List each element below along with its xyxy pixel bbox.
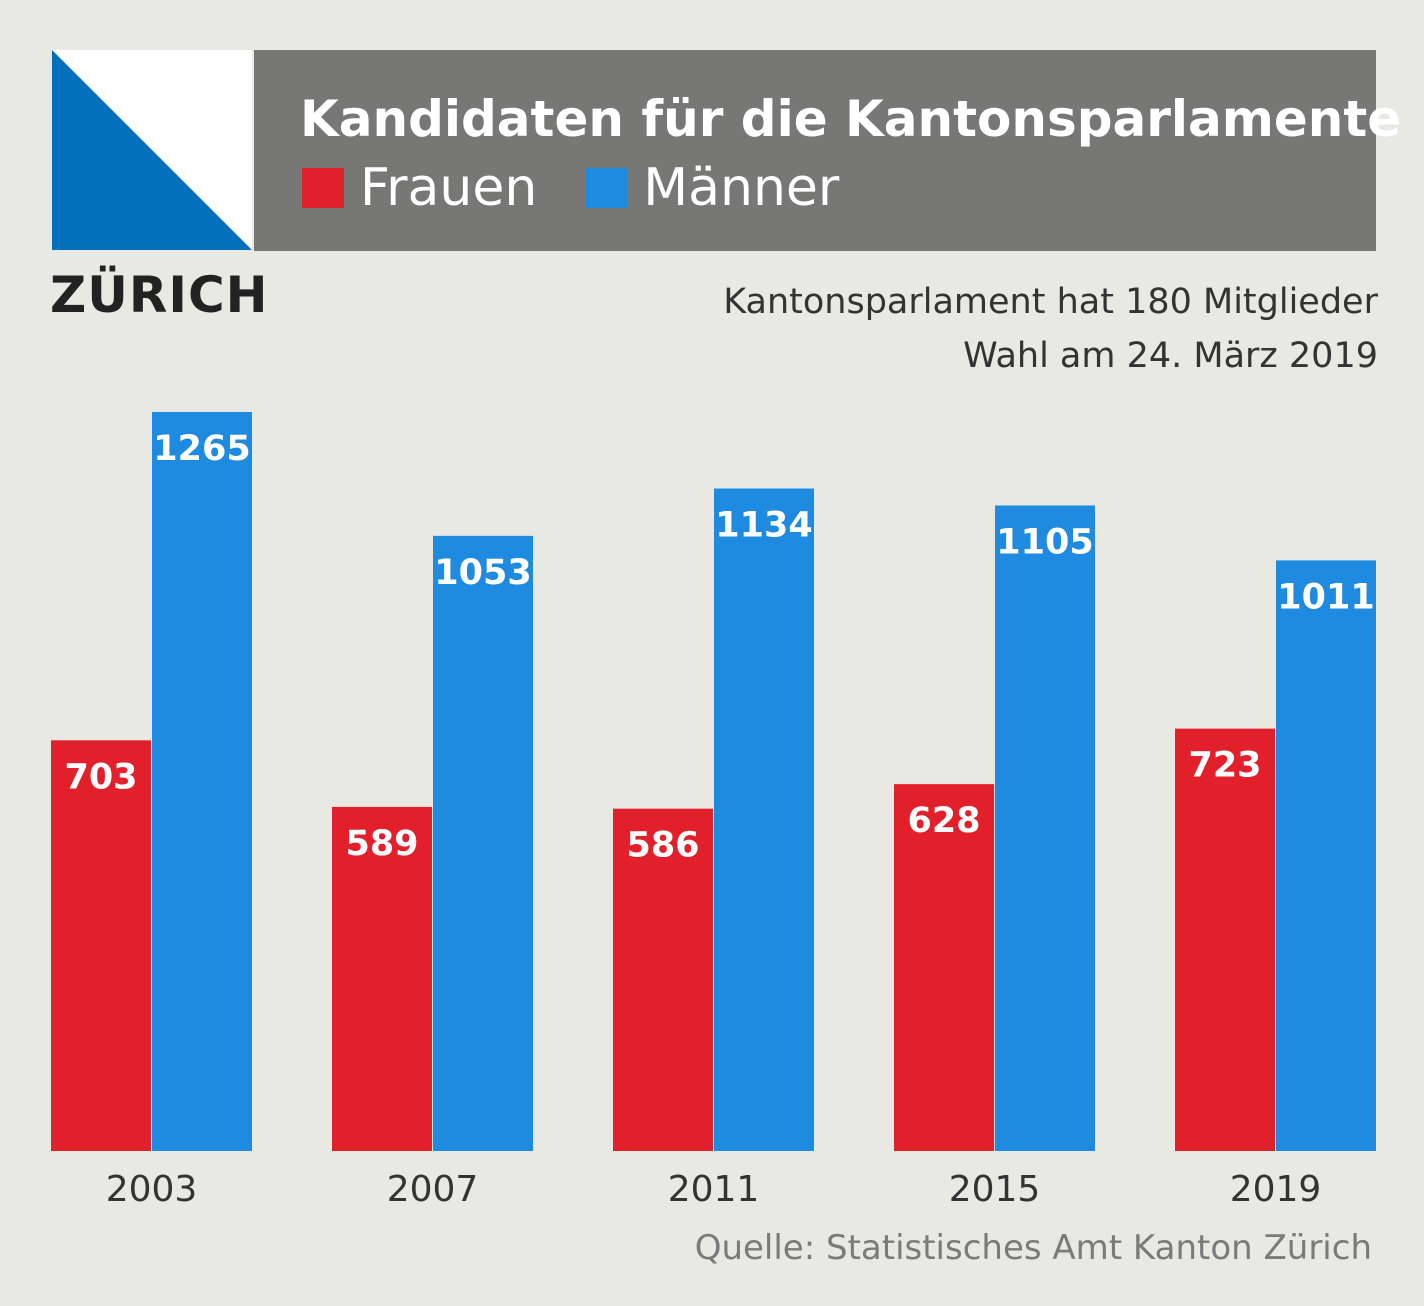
data-label-frauen-2019: 723 xyxy=(1188,746,1261,786)
data-label-maenner-2003: 1265 xyxy=(153,429,250,469)
data-label-frauen-2007: 589 xyxy=(345,824,418,864)
note-members: Kantonsparlament hat 180 Mitglieder xyxy=(723,282,1378,322)
x-tick-label-2011: 2011 xyxy=(668,1169,760,1210)
bar-maenner-2011 xyxy=(714,488,814,1152)
bar-maenner-2019 xyxy=(1276,560,1376,1151)
header-bar: Kandidaten für die Kantonsparlamente Fra… xyxy=(254,50,1401,251)
x-tick-label-2003: 2003 xyxy=(106,1169,198,1210)
data-label-maenner-2007: 1053 xyxy=(434,553,531,593)
bar-frauen-2011 xyxy=(613,808,713,1151)
note-election-date: Wahl am 24. März 2019 xyxy=(963,336,1378,376)
legend-swatch-maenner xyxy=(585,168,628,208)
data-label-frauen-2003: 703 xyxy=(64,757,137,797)
chart-title: Kandidaten für die Kantonsparlamente xyxy=(300,90,1402,148)
source-note: Quelle: Statistisches Amt Kanton Zürich xyxy=(694,1228,1372,1268)
bar-frauen-2007 xyxy=(332,806,432,1151)
bar-frauen-2003 xyxy=(51,740,151,1151)
legend-label-frauen: Frauen xyxy=(360,158,538,218)
legend-item-maenner: Männer xyxy=(585,158,839,218)
bar-maenner-2015 xyxy=(995,505,1095,1152)
zurich-flag-logo xyxy=(52,50,252,250)
bar-frauen-2015 xyxy=(894,784,994,1151)
data-label-maenner-2019: 1011 xyxy=(1277,577,1374,617)
bar-maenner-2003 xyxy=(152,412,252,1151)
legend: Frauen Männer xyxy=(302,158,887,218)
x-tick-label-2015: 2015 xyxy=(949,1169,1041,1210)
data-label-frauen-2011: 586 xyxy=(626,826,699,866)
legend-item-frauen: Frauen xyxy=(302,158,537,218)
canton-name: ZÜRICH xyxy=(50,266,269,324)
bar-frauen-2019 xyxy=(1175,728,1275,1151)
data-label-maenner-2015: 1105 xyxy=(996,522,1093,562)
data-label-maenner-2011: 1134 xyxy=(715,506,812,546)
x-tick-label-2007: 2007 xyxy=(387,1169,479,1210)
data-label-frauen-2015: 628 xyxy=(907,801,980,841)
bar-maenner-2007 xyxy=(433,535,533,1151)
x-tick-label-2019: 2019 xyxy=(1230,1169,1322,1210)
legend-swatch-frauen xyxy=(302,168,344,208)
legend-label-maenner: Männer xyxy=(643,158,840,218)
